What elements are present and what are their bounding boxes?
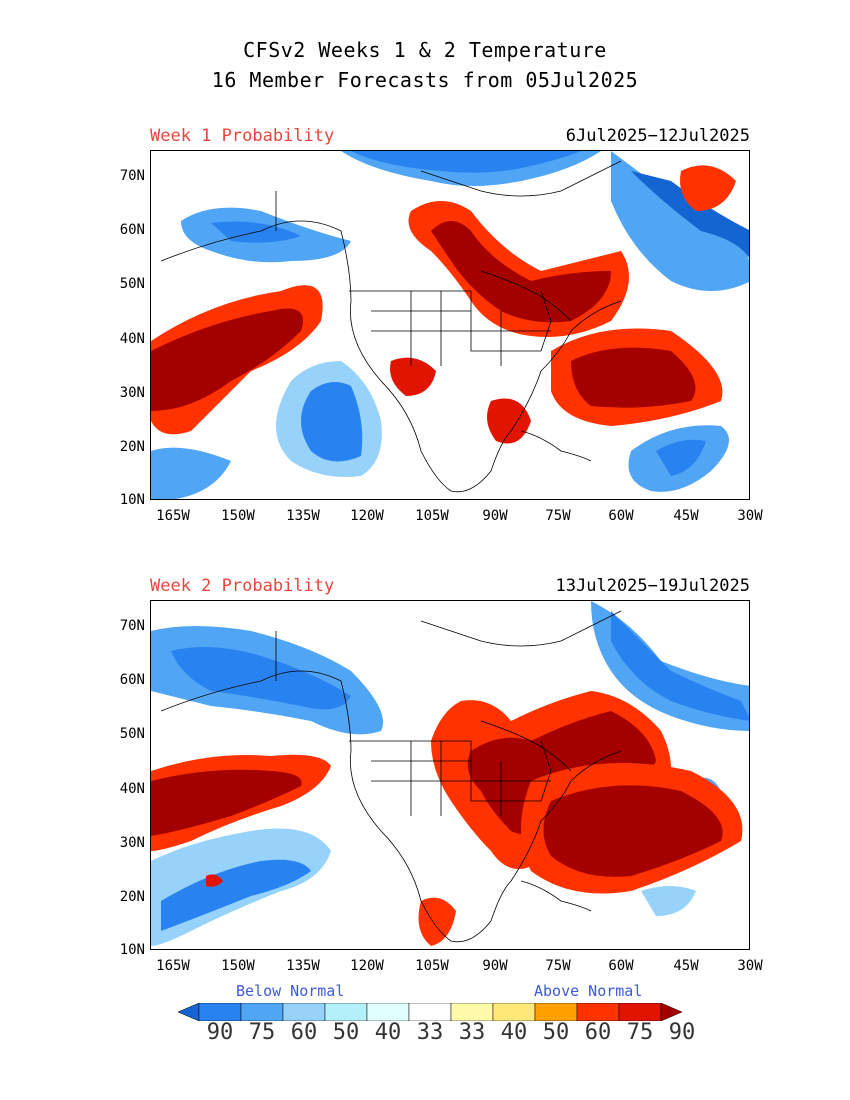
colorbar-value: 50	[542, 1020, 570, 1045]
below-normal-label: Below Normal	[236, 982, 345, 1000]
x-tick: 60W	[608, 508, 634, 524]
y-tick: 40N	[119, 331, 145, 347]
x-tick: 150W	[221, 958, 255, 974]
colorbar-swatch	[198, 1003, 242, 1021]
colorbar-swatch	[492, 1003, 536, 1021]
x-tick: 105W	[415, 508, 449, 524]
y-tick: 50N	[119, 726, 145, 742]
colorbar-value: 40	[500, 1020, 528, 1045]
x-tick: 150W	[221, 508, 255, 524]
week1-probability-map	[150, 150, 750, 500]
colorbar-value: 60	[290, 1020, 318, 1045]
y-tick: 60N	[119, 672, 145, 688]
colorbar-swatch	[324, 1003, 368, 1021]
x-tick: 45W	[673, 958, 699, 974]
colorbar-swatch	[450, 1003, 494, 1021]
above-normal-areas	[151, 165, 736, 444]
x-tick: 165W	[156, 958, 190, 974]
y-tick: 60N	[119, 222, 145, 238]
y-tick: 10N	[119, 492, 145, 508]
colorbar-swatch	[534, 1003, 578, 1021]
x-tick: 75W	[545, 958, 571, 974]
colorbar-swatch	[240, 1003, 284, 1021]
colorbar-value: 33	[458, 1020, 486, 1045]
colorbar-value: 50	[332, 1020, 360, 1045]
colorbar-swatch	[576, 1003, 620, 1021]
x-tick: 90W	[482, 958, 508, 974]
x-tick: 75W	[545, 508, 571, 524]
x-tick: 30W	[737, 508, 763, 524]
above-normal-label: Above Normal	[534, 982, 643, 1000]
y-tick: 40N	[119, 781, 145, 797]
y-tick: 20N	[119, 439, 145, 455]
x-tick: 90W	[482, 508, 508, 524]
x-tick: 45W	[673, 508, 699, 524]
week1-probability-label: Week 1 Probability	[150, 126, 335, 146]
colorbar-swatch	[408, 1003, 452, 1021]
colorbar-value: 90	[206, 1020, 234, 1045]
below-normal-areas	[151, 151, 749, 499]
chart-title-line2: 16 Member Forecasts from 05Jul2025	[211, 68, 639, 92]
x-tick: 120W	[350, 958, 384, 974]
colorbar-value: 75	[626, 1020, 654, 1045]
colorbar-swatch	[282, 1003, 326, 1021]
coastlines	[160, 160, 622, 493]
y-tick: 70N	[119, 618, 145, 634]
colorbar-value: 40	[374, 1020, 402, 1045]
colorbar-value: 33	[416, 1020, 444, 1045]
week2-probability-map	[150, 600, 750, 950]
y-tick: 50N	[119, 276, 145, 292]
colorbar-value: 60	[584, 1020, 612, 1045]
y-tick: 70N	[119, 168, 145, 184]
x-tick: 165W	[156, 508, 190, 524]
y-tick: 20N	[119, 889, 145, 905]
x-tick: 120W	[350, 508, 384, 524]
x-tick: 60W	[608, 958, 634, 974]
colorbar-arrow-right	[660, 1003, 683, 1021]
week2-date-range: 13Jul2025−19Jul2025	[555, 576, 750, 596]
x-tick: 135W	[286, 958, 320, 974]
above-normal-areas	[151, 691, 743, 946]
y-tick: 30N	[119, 835, 145, 851]
colorbar-swatch	[618, 1003, 662, 1021]
colorbar	[178, 1003, 683, 1021]
y-tick: 10N	[119, 942, 145, 958]
week1-date-range: 6Jul2025−12Jul2025	[565, 126, 750, 146]
colorbar-value: 90	[668, 1020, 696, 1045]
chart-title-line1: CFSv2 Weeks 1 & 2 Temperature	[243, 38, 607, 62]
week2-probability-label: Week 2 Probability	[150, 576, 335, 596]
x-tick: 135W	[286, 508, 320, 524]
coastlines	[160, 610, 622, 943]
y-tick: 30N	[119, 385, 145, 401]
colorbar-swatch	[366, 1003, 410, 1021]
colorbar-arrow-left	[178, 1003, 200, 1021]
x-tick: 105W	[415, 958, 449, 974]
colorbar-value: 75	[248, 1020, 276, 1045]
below-normal-areas	[151, 601, 749, 946]
x-tick: 30W	[737, 958, 763, 974]
